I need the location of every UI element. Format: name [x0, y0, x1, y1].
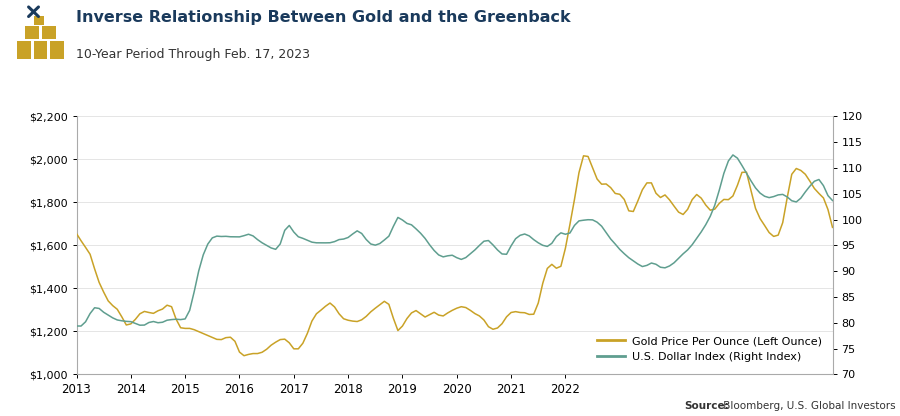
Text: Inverse Relationship Between Gold and the Greenback: Inverse Relationship Between Gold and th…: [76, 10, 572, 25]
FancyBboxPatch shape: [34, 16, 44, 25]
FancyBboxPatch shape: [25, 25, 40, 39]
Legend: Gold Price Per Ounce (Left Ounce), U.S. Dollar Index (Right Index): Gold Price Per Ounce (Left Ounce), U.S. …: [592, 332, 827, 366]
FancyBboxPatch shape: [17, 41, 31, 59]
Text: Source:: Source:: [684, 401, 729, 411]
Text: 10-Year Period Through Feb. 17, 2023: 10-Year Period Through Feb. 17, 2023: [76, 48, 310, 61]
FancyBboxPatch shape: [33, 41, 48, 59]
FancyBboxPatch shape: [41, 25, 56, 39]
Text: Bloomberg, U.S. Global Investors: Bloomberg, U.S. Global Investors: [720, 401, 896, 411]
FancyBboxPatch shape: [50, 41, 64, 59]
